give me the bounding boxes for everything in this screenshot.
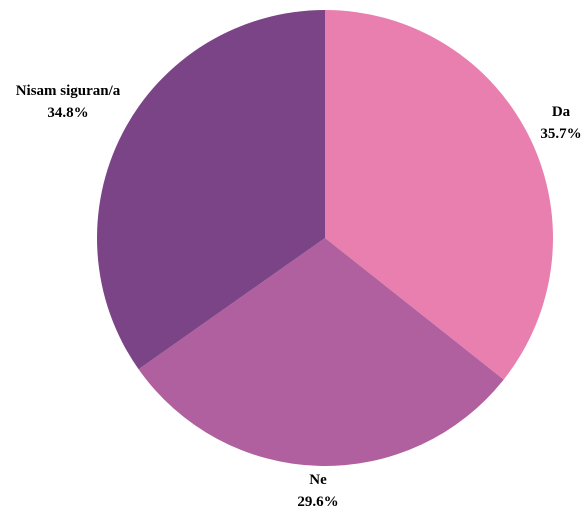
pie-slices [97,10,554,466]
slice-label-ne: Ne [309,472,327,488]
slice-value-nisam-siguran-a: 34.8% [47,105,88,121]
pie-slice-nisam-siguran-a [97,10,325,370]
pie-labels: Da 35.7% Ne 29.6% Nisam siguran/a 34.8% [16,83,582,510]
slice-value-da: 35.7% [540,126,581,142]
slice-label-da: Da [552,104,571,120]
pie-slice-ne [138,238,504,466]
slice-value-ne: 29.6% [297,494,338,510]
pie-slice-da [325,10,554,380]
slice-label-nisam-siguran-a: Nisam siguran/a [16,83,121,99]
